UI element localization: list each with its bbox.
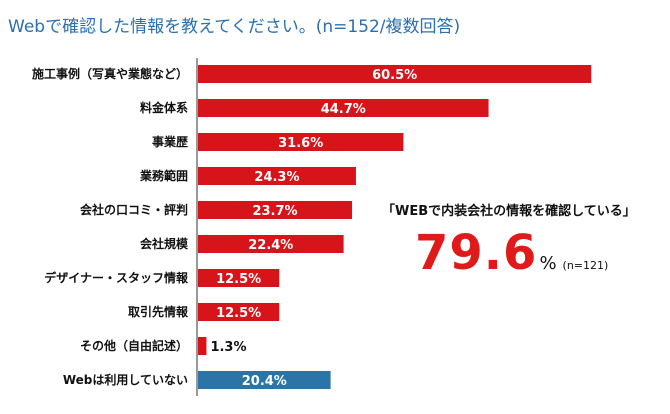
bar [198, 99, 489, 117]
category-label: 業務範囲 [139, 168, 188, 183]
category-label: 会社規模 [140, 236, 189, 251]
value-label: 12.5% [216, 272, 261, 287]
category-label: 施工事例（写真や業態など） [32, 66, 188, 81]
value-label: 60.5% [372, 68, 417, 83]
value-label: 31.6% [278, 136, 323, 151]
bar [198, 201, 353, 219]
bar [198, 133, 404, 151]
category-label: デザイナー・スタッフ情報 [44, 270, 189, 285]
category-label: 取引先情報 [128, 304, 189, 319]
bar [198, 303, 280, 321]
callout-title: 「WEBで内装会社の情報を確認している」 [382, 204, 636, 219]
bar [198, 371, 331, 389]
value-label: 20.4% [242, 374, 287, 389]
value-label: 44.7% [321, 102, 366, 117]
callout-note: (n=121) [562, 259, 609, 272]
bar [198, 269, 280, 287]
bar [198, 65, 592, 83]
value-label: 12.5% [216, 306, 261, 321]
value-label: 24.3% [254, 170, 299, 185]
chart-title: Webで確認した情報を教えてください。(n=152/複数回答) [8, 17, 461, 37]
bar [198, 235, 344, 253]
value-label: 22.4% [248, 238, 293, 253]
value-label: 1.3% [210, 340, 246, 355]
value-label: 23.7% [252, 204, 297, 219]
category-label: 事業歴 [152, 134, 188, 149]
callout-value: 79.6% (n=121) [415, 225, 608, 281]
category-label: 料金体系 [140, 100, 188, 115]
category-label: その他（自由記述） [80, 338, 188, 353]
category-label: Webは利用していない [63, 372, 188, 387]
bar [198, 167, 356, 185]
category-label: 会社の口コミ・評判 [80, 202, 188, 217]
bar [198, 337, 207, 355]
callout-percentage: 79.6 [415, 225, 538, 281]
callout-unit: % [539, 253, 557, 274]
